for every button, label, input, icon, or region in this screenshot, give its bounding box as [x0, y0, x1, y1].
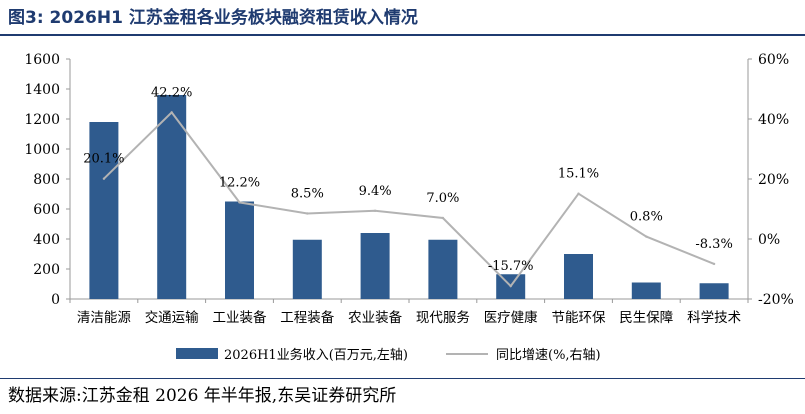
- title-divider: [0, 34, 805, 36]
- left-tick-label: 1000: [24, 142, 60, 158]
- line-point: [373, 209, 377, 212]
- data-label: 8.5%: [291, 187, 324, 202]
- bar: [564, 254, 593, 299]
- left-tick-label: 1400: [24, 82, 60, 98]
- data-label: 12.2%: [219, 175, 260, 190]
- right-tick-label: 0%: [758, 232, 780, 248]
- data-label: 0.8%: [630, 210, 663, 225]
- left-tick-label: 600: [33, 202, 60, 218]
- data-label: -15.7%: [488, 259, 534, 274]
- legend-bar-label: 2026H1业务收入(百万元,左轴): [224, 347, 408, 363]
- line-point: [509, 284, 512, 288]
- category-label: 民生保障: [619, 310, 673, 326]
- category-label: 科学技术: [687, 310, 741, 326]
- category-label: 交通运输: [145, 309, 199, 326]
- category-label: 工程装备: [280, 309, 334, 326]
- line-point: [170, 111, 173, 114]
- category-labels: 清洁能源 交通运输 工业装备 工程装备 农业装备 现代服务 医疗健康 节能环保 民生保障 科学技术: [77, 309, 741, 326]
- bar: [89, 122, 119, 299]
- data-label: 7.0%: [426, 191, 459, 206]
- bar: [292, 239, 322, 299]
- combo-chart: 0 200 400 600 800 1000 1200 1400 1600 -20% 0% 20% 40…: [24, 52, 794, 363]
- line-point: [306, 212, 309, 215]
- line-point: [102, 177, 106, 180]
- left-tick-label: 1600: [24, 52, 60, 68]
- category-label: 清洁能源: [77, 310, 131, 326]
- chart-legend: 2026H1业务收入(百万元,左轴) 同比增速(%,右轴): [176, 347, 601, 363]
- line-point: [645, 235, 648, 238]
- category-label: 农业装备: [348, 309, 402, 326]
- line-point: [712, 262, 716, 266]
- growth-line: [103, 110, 715, 288]
- legend-bar-swatch: [176, 348, 218, 359]
- category-label: 医疗健康: [484, 309, 538, 326]
- data-label: 20.1%: [83, 152, 124, 167]
- chart-axes: 0 200 400 600 800 1000 1200 1400 1600 -20% 0% 20% 40…: [24, 52, 794, 308]
- left-tick-label: 400: [33, 232, 60, 248]
- line-point: [577, 192, 580, 195]
- data-label: 15.1%: [558, 167, 599, 182]
- chart-title: 图3: 2026H1 江苏金租各业务板块融资租赁收入情况: [8, 8, 418, 28]
- left-tick-label: 0: [51, 292, 60, 308]
- bar: [631, 282, 661, 299]
- bar-series: [89, 95, 729, 299]
- category-label: 工业装备: [213, 309, 267, 326]
- left-tick-label: 1200: [24, 112, 60, 128]
- legend-line-label: 同比增速(%,右轴): [496, 348, 601, 363]
- category-label: 节能环保: [552, 310, 606, 326]
- right-tick-label: 40%: [758, 112, 789, 128]
- data-source: 数据来源:江苏金租 2026 年半年报,东吴证券研究所: [8, 386, 397, 406]
- bar: [699, 283, 729, 299]
- line-series: 20.1% 42.2% 12.2% 8.5% 9.4% 7.0% -15.7% 15.1% 0.…: [83, 85, 733, 288]
- bar: [428, 239, 458, 299]
- data-label: -8.3%: [695, 237, 732, 252]
- right-tick-label: 60%: [758, 52, 789, 68]
- line-point: [441, 216, 445, 220]
- left-tick-label: 200: [33, 262, 60, 278]
- footer-divider: [0, 378, 805, 379]
- bar: [225, 201, 254, 299]
- right-tick-label: 20%: [758, 172, 789, 188]
- bar: [157, 95, 187, 299]
- line-point: [238, 201, 241, 204]
- left-tick-label: 800: [33, 172, 60, 188]
- data-label: 9.4%: [359, 184, 392, 199]
- right-tick-label: -20%: [758, 292, 794, 308]
- category-label: 现代服务: [416, 310, 470, 326]
- bar: [360, 233, 390, 299]
- data-label: 42.2%: [151, 85, 192, 100]
